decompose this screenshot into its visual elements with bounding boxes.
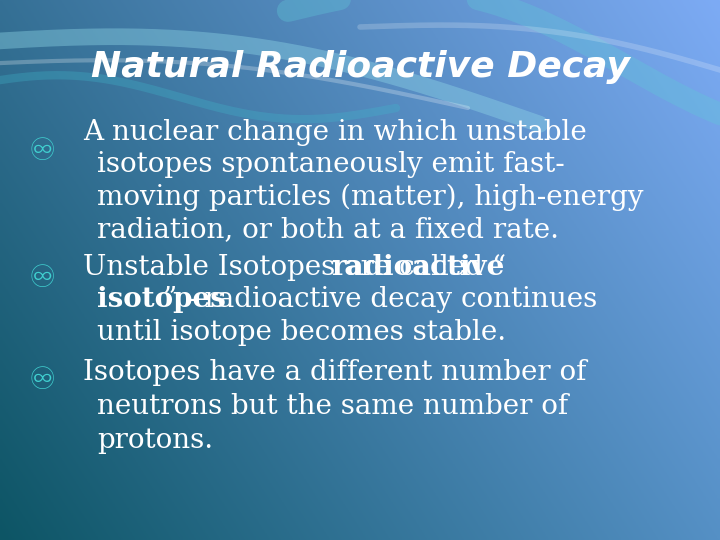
Text: moving particles (matter), high-energy: moving particles (matter), high-energy: [97, 184, 644, 211]
Text: isotopes spontaneously emit fast-: isotopes spontaneously emit fast-: [97, 151, 565, 178]
Text: neutrons but the same number of: neutrons but the same number of: [97, 393, 569, 420]
Text: protons.: protons.: [97, 427, 213, 454]
Text: ♾: ♾: [29, 137, 56, 166]
Text: radioactive: radioactive: [331, 254, 505, 281]
Text: until isotope becomes stable.: until isotope becomes stable.: [97, 319, 506, 346]
Text: Isotopes have a different number of: Isotopes have a different number of: [83, 359, 586, 386]
Text: ♾: ♾: [29, 366, 56, 395]
Text: ♾: ♾: [29, 264, 56, 293]
Text: isotopes: isotopes: [97, 286, 226, 313]
Text: Unstable Isotopes are called “: Unstable Isotopes are called “: [83, 254, 506, 281]
Text: ” - radioactive decay continues: ” - radioactive decay continues: [163, 286, 598, 313]
Text: radiation, or both at a fixed rate.: radiation, or both at a fixed rate.: [97, 216, 559, 243]
Text: Natural Radioactive Decay: Natural Radioactive Decay: [91, 51, 629, 84]
Text: A nuclear change in which unstable: A nuclear change in which unstable: [83, 119, 587, 146]
